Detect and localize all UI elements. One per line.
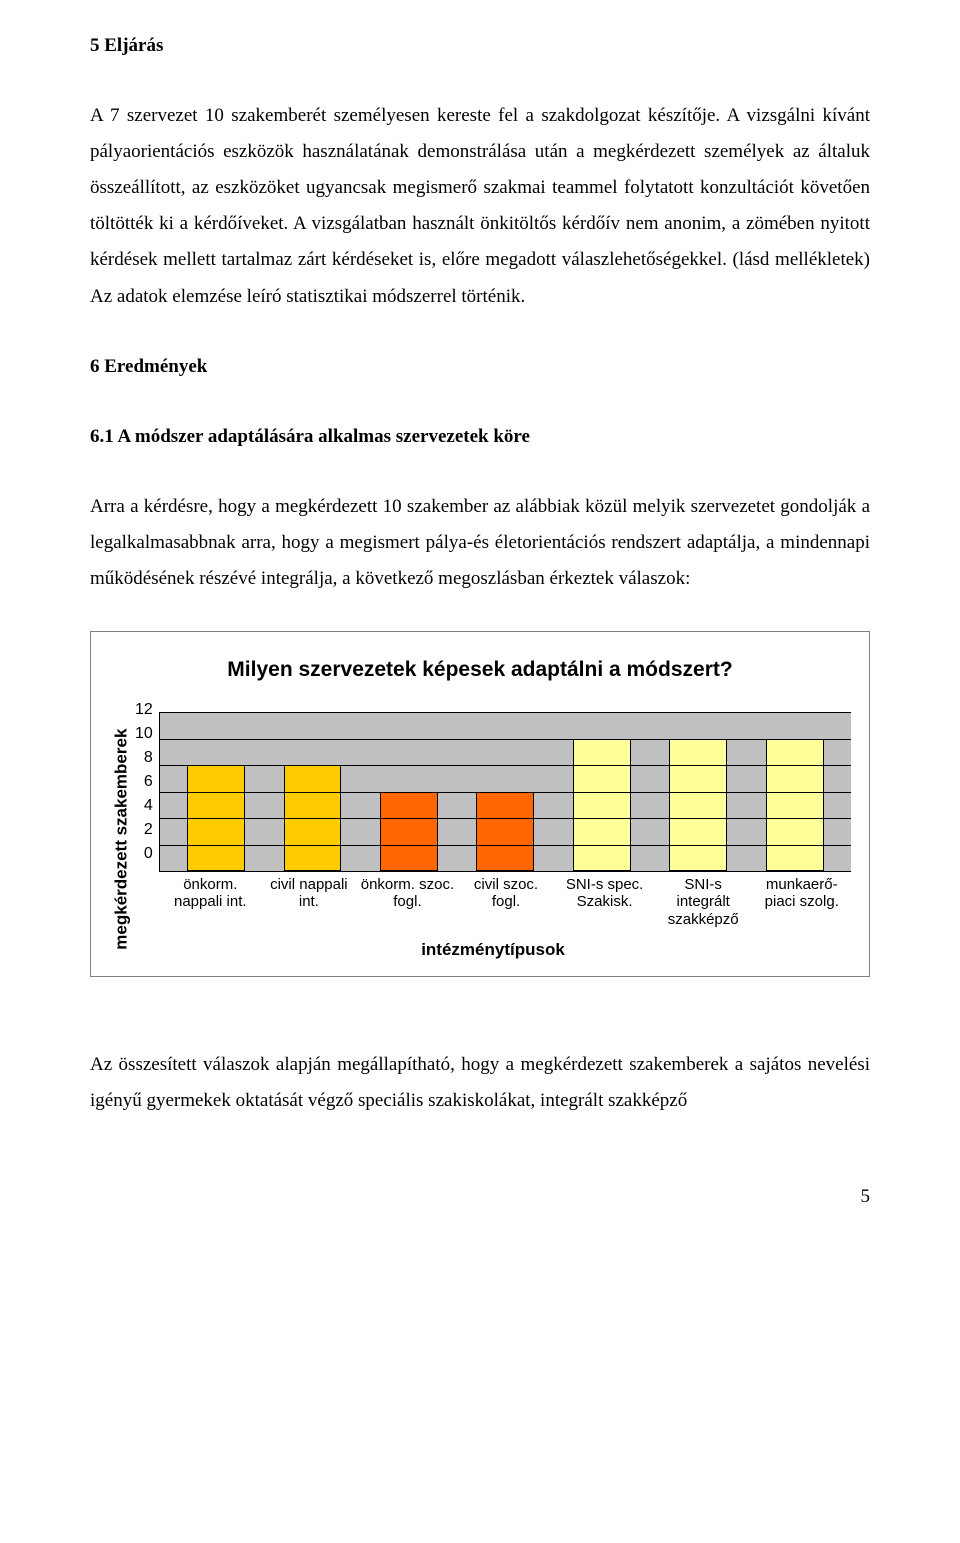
chart-ytick: 12 — [135, 702, 153, 718]
heading-6-1: 6.1 A módszer adaptálására alkalmas szer… — [90, 419, 870, 455]
chart-yaxis-label-wrap: megkérdezett szakemberek — [109, 712, 135, 966]
chart-plot-area — [159, 712, 851, 872]
chart-bar — [380, 792, 438, 872]
chart-container: Milyen szervezetek képesek adaptálni a m… — [90, 631, 870, 977]
paragraph-osszesites: Az összesített válaszok alapján megállap… — [90, 1047, 870, 1119]
chart-gridline — [160, 739, 851, 740]
chart-bar — [476, 792, 534, 872]
chart-xlabels: önkorm. nappali int.civil nappali int.ön… — [135, 872, 851, 928]
chart-ytick: 4 — [144, 798, 153, 814]
chart-xlabel: SNI-s integrált szakképző — [654, 872, 753, 928]
chart-xlabel: civil szoc. fogl. — [457, 872, 556, 928]
paragraph-kerdes: Arra a kérdésre, hogy a megkérdezett 10 … — [90, 489, 870, 597]
chart-ytick: 0 — [144, 846, 153, 862]
chart-xaxis-label: intézménytípusok — [135, 934, 851, 966]
chart-ytick: 2 — [144, 822, 153, 838]
page-number: 5 — [90, 1179, 870, 1215]
chart-gridline — [160, 765, 851, 766]
heading-5: 5 Eljárás — [90, 28, 870, 64]
chart-yaxis-label: megkérdezett szakemberek — [106, 728, 138, 949]
chart-xlabel: önkorm. nappali int. — [161, 872, 260, 928]
chart-ytick: 6 — [144, 774, 153, 790]
chart-gridline — [160, 792, 851, 793]
chart-xlabel: munkaerő-piaci szolg. — [752, 872, 851, 928]
heading-6: 6 Eredmények — [90, 349, 870, 385]
chart-ytick: 10 — [135, 726, 153, 742]
chart-bar — [573, 739, 631, 872]
chart-xlabel: civil nappali int. — [260, 872, 359, 928]
chart-yticks: 12 10 8 6 4 2 0 — [135, 702, 159, 862]
chart-gridline — [160, 818, 851, 819]
chart-bar — [669, 739, 727, 872]
chart-gridline — [160, 845, 851, 846]
chart-xlabel: SNI-s spec. Szakisk. — [555, 872, 654, 928]
paragraph-eljaras: A 7 szervezet 10 szakemberét személyesen… — [90, 98, 870, 315]
chart-xlabel: önkorm. szoc. fogl. — [358, 872, 457, 928]
chart-gridline — [160, 712, 851, 713]
chart-bar — [766, 739, 824, 872]
chart-ytick: 8 — [144, 750, 153, 766]
chart-title: Milyen szervezetek képesek adaptálni a m… — [109, 650, 851, 690]
